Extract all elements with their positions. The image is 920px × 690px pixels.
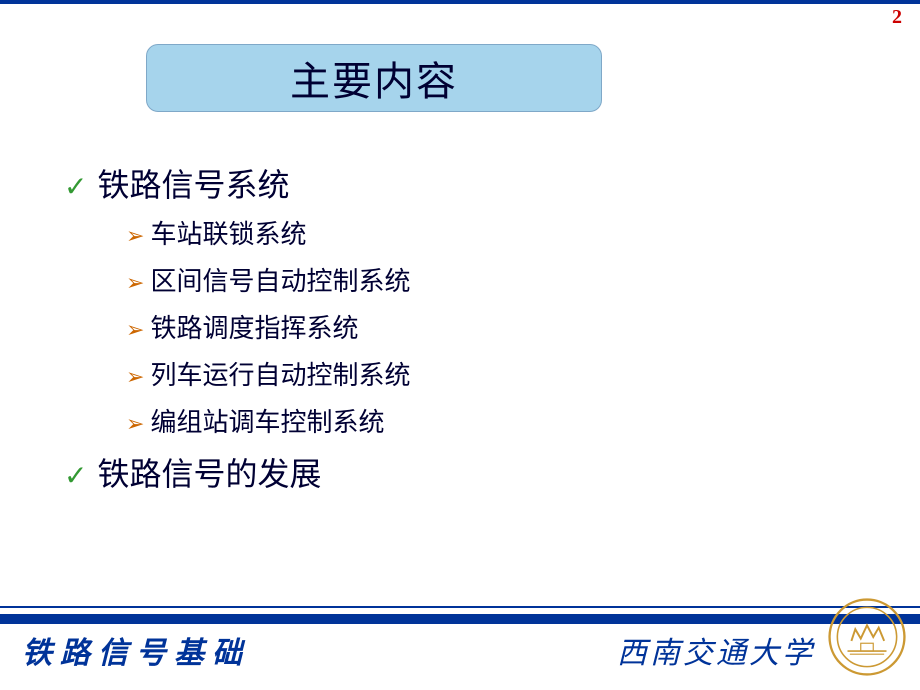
outline-subitem: ➢ 铁路调度指挥系统 [126, 308, 410, 345]
arrow-icon: ➢ [126, 317, 144, 343]
arrow-icon: ➢ [126, 270, 144, 296]
university-logo [828, 598, 906, 676]
arrow-icon: ➢ [126, 364, 144, 390]
outline-item-2-text: 铁路信号的发展 [97, 449, 321, 495]
title-box: 主要内容 [146, 44, 602, 112]
outline-item-1: ✓ 铁路信号系统 [64, 160, 410, 206]
checkmark-icon: ✓ [64, 170, 87, 203]
slide-title: 主要内容 [290, 49, 458, 107]
top-border-line [0, 0, 920, 4]
outline-subitem: ➢ 车站联锁系统 [126, 214, 410, 251]
outline-content: ✓ 铁路信号系统 ➢ 车站联锁系统 ➢ 区间信号自动控制系统 ➢ 铁路调度指挥系… [64, 160, 410, 503]
subitem-text: 区间信号自动控制系统 [150, 261, 410, 298]
subitem-text: 铁路调度指挥系统 [150, 308, 358, 345]
footer-course-name: 铁路信号基础 [22, 628, 250, 672]
footer-line-thick [0, 614, 920, 624]
outline-subitem: ➢ 列车运行自动控制系统 [126, 355, 410, 392]
arrow-icon: ➢ [126, 223, 144, 249]
subitem-text: 编组站调车控制系统 [150, 402, 384, 439]
arrow-icon: ➢ [126, 411, 144, 437]
subitem-text: 列车运行自动控制系统 [150, 355, 410, 392]
footer-line-thin [0, 606, 920, 608]
outline-subitem: ➢ 区间信号自动控制系统 [126, 261, 410, 298]
subitem-text: 车站联锁系统 [150, 214, 306, 251]
outline-subitems-1: ➢ 车站联锁系统 ➢ 区间信号自动控制系统 ➢ 铁路调度指挥系统 ➢ 列车运行自… [126, 214, 410, 439]
outline-subitem: ➢ 编组站调车控制系统 [126, 402, 410, 439]
checkmark-icon: ✓ [64, 459, 87, 492]
footer-university-name: 西南交通大学 [617, 628, 815, 672]
page-number: 2 [892, 6, 902, 29]
outline-item-1-text: 铁路信号系统 [97, 160, 289, 206]
outline-item-2: ✓ 铁路信号的发展 [64, 449, 410, 495]
